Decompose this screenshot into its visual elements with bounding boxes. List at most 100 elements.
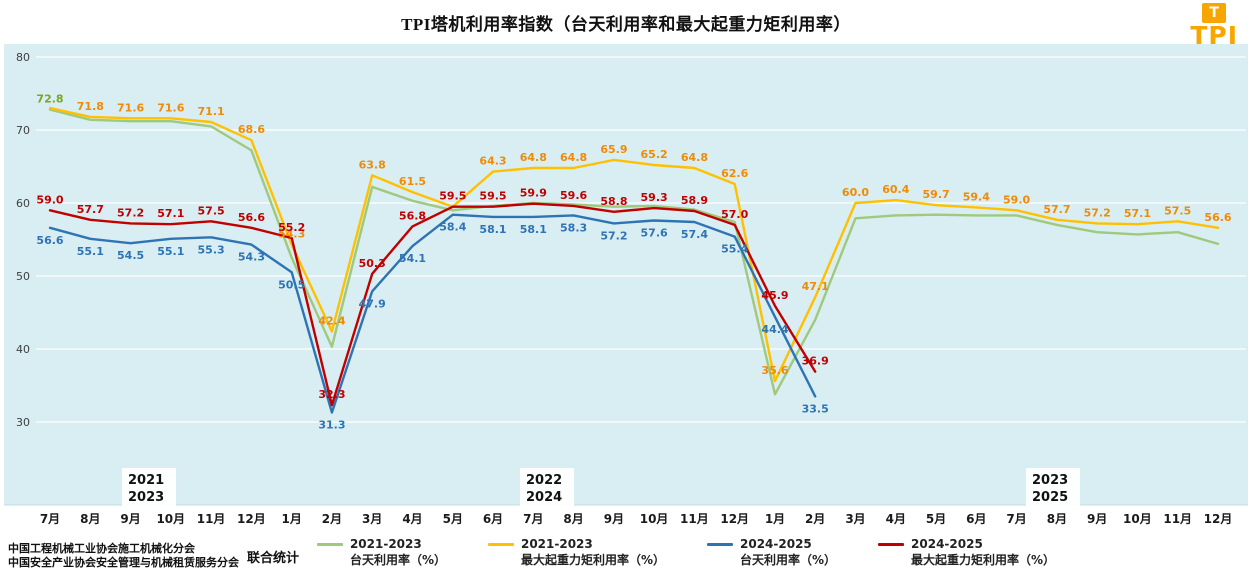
- svg-text:50.3: 50.3: [359, 257, 386, 270]
- svg-text:6月: 6月: [483, 512, 503, 526]
- svg-text:1月: 1月: [282, 512, 302, 526]
- svg-text:57.2: 57.2: [117, 206, 144, 219]
- svg-text:58.3: 58.3: [560, 221, 587, 234]
- svg-text:5月: 5月: [443, 512, 463, 526]
- svg-text:64.8: 64.8: [520, 151, 547, 164]
- svg-text:31.3: 31.3: [318, 419, 345, 432]
- svg-text:71.8: 71.8: [77, 100, 104, 113]
- legend-metric: 台天利用率（%）: [349, 553, 446, 567]
- svg-text:6月: 6月: [966, 512, 986, 526]
- svg-text:2025: 2025: [1032, 490, 1068, 505]
- svg-text:9月: 9月: [120, 512, 140, 526]
- plot-background: [4, 44, 1248, 505]
- y-axis: 30 40 50 60 70 80: [16, 51, 1246, 429]
- legend-line-swatch: [878, 542, 905, 546]
- legend-period: 2021-2023: [349, 537, 422, 551]
- legend-item-3: 2024-2025 最大起重力矩利用率（%）: [878, 536, 1055, 568]
- svg-text:59.7: 59.7: [923, 188, 950, 201]
- svg-text:10月: 10月: [640, 512, 669, 526]
- svg-text:32.3: 32.3: [318, 388, 345, 401]
- svg-text:55.2: 55.2: [278, 221, 305, 234]
- svg-text:8月: 8月: [563, 512, 583, 526]
- svg-text:63.8: 63.8: [359, 158, 386, 171]
- svg-text:7月: 7月: [523, 512, 543, 526]
- svg-text:58.1: 58.1: [479, 223, 506, 236]
- series-line-1: [48, 106, 1220, 383]
- svg-text:60.4: 60.4: [882, 183, 909, 196]
- svg-text:47.1: 47.1: [802, 280, 829, 293]
- svg-text:57.7: 57.7: [77, 203, 104, 216]
- svg-text:80: 80: [16, 51, 30, 64]
- svg-text:2021: 2021: [128, 473, 164, 488]
- logo-text: TPI: [1190, 21, 1238, 50]
- svg-text:59.9: 59.9: [520, 187, 547, 200]
- svg-text:58.9: 58.9: [681, 194, 708, 207]
- svg-text:68.6: 68.6: [238, 123, 265, 136]
- svg-text:1月: 1月: [765, 512, 785, 526]
- svg-text:2月: 2月: [322, 512, 342, 526]
- svg-text:7月: 7月: [1006, 512, 1026, 526]
- legend-metric: 台天利用率（%）: [740, 553, 837, 567]
- svg-text:57.1: 57.1: [157, 207, 184, 220]
- series-line-3: [48, 202, 817, 407]
- chart-legend: 2021-2023 台天利用率（%） 2021-2023 最大起重力矩利用率（%） 20…: [0, 536, 1252, 568]
- svg-text:64.3: 64.3: [479, 155, 506, 168]
- svg-text:54.5: 54.5: [117, 249, 144, 262]
- svg-text:9月: 9月: [1087, 512, 1107, 526]
- svg-text:8月: 8月: [80, 512, 100, 526]
- svg-text:59.0: 59.0: [36, 193, 63, 206]
- year-annotations: 2021 2023 2022 2024 2023 2025: [122, 468, 1080, 508]
- svg-text:61.5: 61.5: [399, 175, 426, 188]
- series-line-2: [48, 213, 817, 414]
- svg-text:59.6: 59.6: [560, 189, 587, 202]
- legend-item-2: 2024-2025 台天利用率（%）: [707, 536, 836, 568]
- svg-text:2023: 2023: [128, 490, 164, 505]
- series-labels-0: 72.8: [36, 93, 63, 106]
- legend-metric: 最大起重力矩利用率（%）: [520, 553, 665, 567]
- svg-text:4月: 4月: [886, 512, 906, 526]
- x-axis-labels: 7月 8月 9月 10月 11月 12月 1月 2月 3月 4月 5月 6月 7月 8月 9月 10月 11月 1…: [40, 512, 1233, 526]
- logo-t-icon: T: [1202, 3, 1227, 23]
- svg-text:60: 60: [16, 197, 30, 210]
- svg-text:60.0: 60.0: [842, 186, 869, 199]
- svg-text:71.6: 71.6: [117, 101, 144, 114]
- svg-text:4月: 4月: [402, 512, 422, 526]
- svg-text:2022: 2022: [526, 473, 562, 488]
- svg-text:58.4: 58.4: [439, 221, 466, 234]
- chart-svg: 30 40 50 60 70 80 2021 2023 2022 2024 2023 2025 7月 8月…: [4, 44, 1248, 526]
- svg-text:71.6: 71.6: [157, 101, 184, 114]
- legend-period: 2024-2025: [911, 537, 983, 551]
- footer-org-line2: 中国安全产业协会安全管理与机械租赁服务分会: [8, 556, 239, 569]
- legend-metric: 最大起重力矩利用率（%）: [911, 553, 1056, 567]
- svg-text:57.6: 57.6: [641, 227, 668, 240]
- svg-text:10月: 10月: [156, 512, 185, 526]
- svg-text:56.6: 56.6: [36, 234, 63, 247]
- svg-text:59.5: 59.5: [479, 190, 506, 203]
- svg-text:12月: 12月: [1204, 512, 1233, 526]
- svg-text:36.9: 36.9: [802, 355, 829, 368]
- svg-text:45.9: 45.9: [761, 289, 788, 302]
- svg-text:2023: 2023: [1032, 473, 1068, 488]
- svg-text:71.1: 71.1: [198, 105, 225, 118]
- svg-text:10月: 10月: [1123, 512, 1152, 526]
- svg-text:57.2: 57.2: [1084, 206, 1111, 219]
- svg-text:56.6: 56.6: [1204, 211, 1231, 224]
- footer: 中国工程机械工业协会施工机械化分会 中国安全产业协会安全管理与机械租赁服务分会 …: [8, 542, 299, 570]
- svg-text:54.3: 54.3: [278, 228, 305, 241]
- svg-text:55.3: 55.3: [198, 243, 225, 256]
- svg-text:42.4: 42.4: [318, 315, 345, 328]
- svg-text:44.4: 44.4: [761, 323, 788, 336]
- svg-text:57.5: 57.5: [198, 204, 225, 217]
- svg-text:59.5: 59.5: [439, 190, 466, 203]
- svg-text:70: 70: [16, 124, 30, 137]
- svg-text:11月: 11月: [197, 512, 226, 526]
- legend-period: 2024-2025: [740, 537, 812, 551]
- svg-text:55.4: 55.4: [721, 243, 748, 256]
- svg-text:58.1: 58.1: [520, 223, 547, 236]
- svg-text:54.3: 54.3: [238, 251, 265, 264]
- svg-text:57.4: 57.4: [681, 228, 708, 241]
- svg-text:5月: 5月: [926, 512, 946, 526]
- svg-text:50: 50: [16, 270, 30, 283]
- svg-text:59.4: 59.4: [963, 190, 990, 203]
- legend-line-swatch: [707, 542, 733, 546]
